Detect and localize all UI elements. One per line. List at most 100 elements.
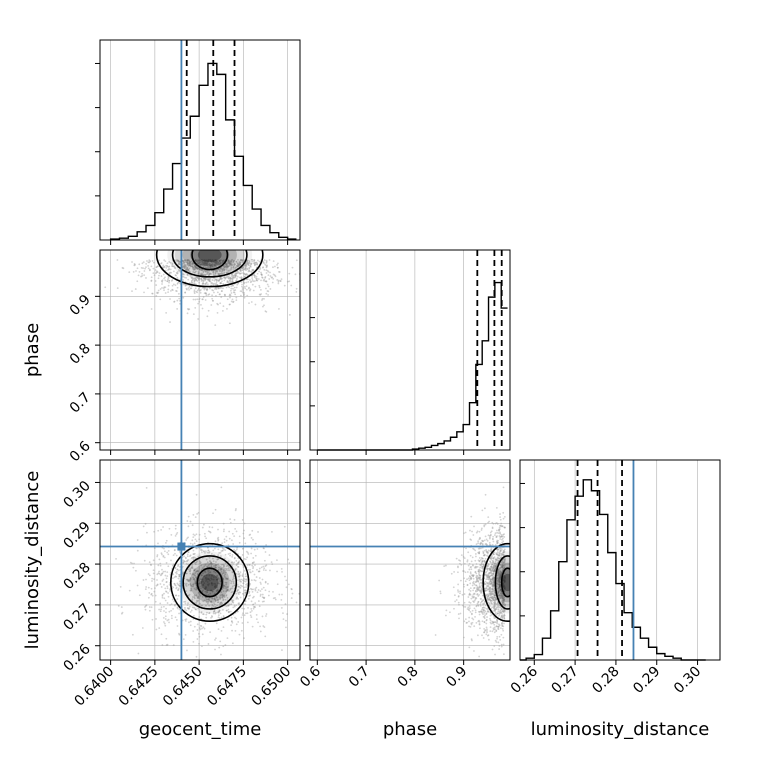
sample-point <box>222 608 224 611</box>
sample-point <box>478 560 481 562</box>
sample-point <box>204 278 207 281</box>
sample-point <box>219 569 222 571</box>
sample-point <box>209 264 212 267</box>
sample-point <box>235 279 237 282</box>
sample-point <box>147 267 150 270</box>
sample-point <box>161 283 163 285</box>
sample-point <box>216 260 219 263</box>
sample-point <box>229 588 232 591</box>
sample-point <box>498 528 501 530</box>
sample-point <box>243 275 246 278</box>
sample-point <box>490 593 493 596</box>
sample-point <box>502 585 505 588</box>
sample-point <box>223 548 225 550</box>
sample-point <box>235 299 238 302</box>
sample-point <box>172 644 175 647</box>
sample-point <box>193 582 196 585</box>
sample-point <box>227 277 230 280</box>
sample-point <box>485 574 488 577</box>
sample-point <box>498 583 500 586</box>
sample-point <box>222 598 225 601</box>
sample-point <box>171 265 173 268</box>
sample-point <box>207 549 210 552</box>
sample-point <box>504 586 506 589</box>
sample-point <box>215 287 218 289</box>
sample-point <box>496 637 498 640</box>
sample-point <box>226 637 229 640</box>
sample-point <box>503 653 505 656</box>
sample-point <box>195 260 198 263</box>
sample-point <box>497 586 500 589</box>
sample-point <box>482 567 485 570</box>
sample-point <box>225 569 227 572</box>
sample-point <box>174 549 176 551</box>
sample-point <box>226 578 229 580</box>
sample-point <box>492 553 495 556</box>
sample-point <box>255 275 258 278</box>
sample-point <box>229 303 231 306</box>
sample-point <box>228 261 230 263</box>
sample-point <box>184 583 187 586</box>
sample-point <box>244 592 246 594</box>
sample-point <box>253 274 256 277</box>
sample-point <box>231 263 233 266</box>
sample-point <box>489 560 491 563</box>
sample-point <box>263 596 266 599</box>
sample-point <box>198 586 201 589</box>
sample-point <box>492 621 495 624</box>
sample-point <box>214 269 217 272</box>
sample-point <box>208 574 211 577</box>
sample-point <box>500 552 503 555</box>
sample-point <box>194 306 197 309</box>
sample-point <box>225 583 228 586</box>
sample-point <box>173 582 176 585</box>
sample-point <box>254 261 256 264</box>
sample-point <box>503 618 506 620</box>
sample-point <box>496 571 499 574</box>
sample-point <box>214 564 217 566</box>
sample-point <box>234 276 237 279</box>
sample-point <box>212 512 214 515</box>
sample-point <box>209 265 212 268</box>
sample-point <box>200 582 202 585</box>
sample-point <box>202 282 204 284</box>
sample-point <box>263 262 266 265</box>
sample-point <box>217 599 219 602</box>
sample-point <box>206 315 209 318</box>
sample-point <box>187 580 190 582</box>
sample-point <box>498 593 501 596</box>
sample-point <box>228 322 231 325</box>
sample-point <box>145 277 147 279</box>
sample-point <box>174 284 177 287</box>
sample-point <box>235 597 238 600</box>
sample-point <box>170 279 173 282</box>
sample-point <box>166 585 169 588</box>
sample-point <box>184 264 187 266</box>
sample-point <box>192 583 194 586</box>
sample-point <box>198 279 200 282</box>
sample-point <box>198 632 200 635</box>
sample-point <box>155 284 158 286</box>
sample-point <box>208 571 211 574</box>
sample-point <box>502 553 505 556</box>
sample-point <box>156 292 159 295</box>
sample-point <box>199 264 202 266</box>
sample-point <box>499 592 502 595</box>
sample-point <box>248 302 250 305</box>
sample-point <box>500 563 503 566</box>
sample-point <box>488 567 491 570</box>
sample-point <box>208 266 211 269</box>
sample-point <box>195 587 198 590</box>
sample-point <box>496 619 498 621</box>
sample-point <box>487 598 490 601</box>
sample-point <box>243 276 246 278</box>
sample-point <box>220 568 223 571</box>
sample-point <box>244 265 247 267</box>
sample-point <box>182 296 185 299</box>
sample-point <box>478 552 480 555</box>
sample-point <box>200 548 202 551</box>
sample-point <box>218 610 220 613</box>
sample-point <box>492 567 495 570</box>
sample-point <box>182 279 185 281</box>
sample-point <box>195 266 197 269</box>
